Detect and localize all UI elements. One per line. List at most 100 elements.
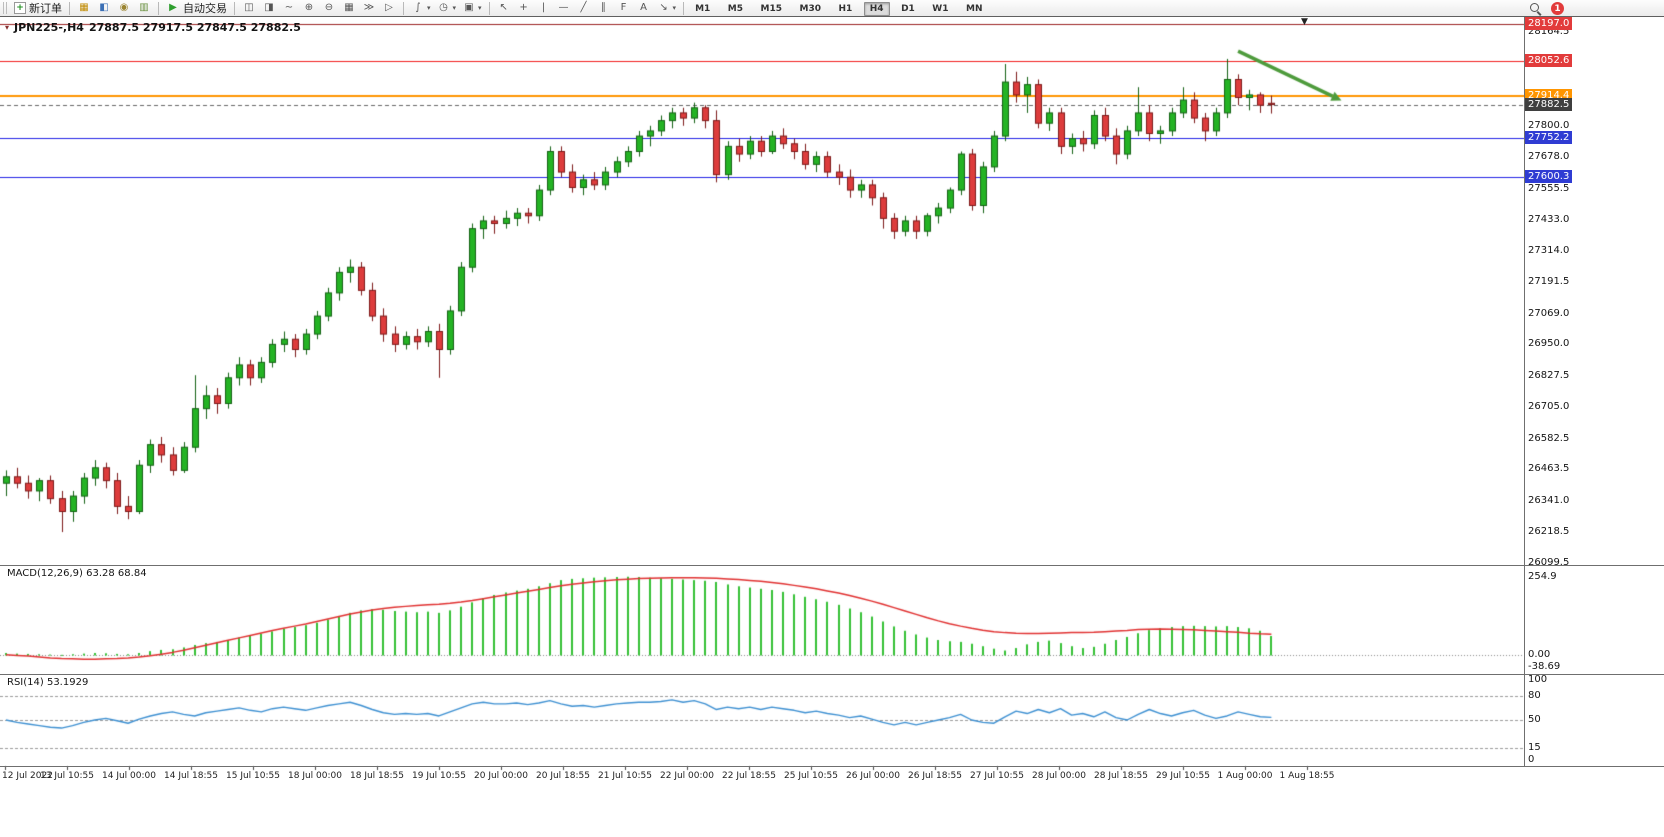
price-axis-border	[1524, 17, 1525, 766]
notification-badge[interactable]: 1	[1551, 2, 1564, 15]
arrows-tool-button[interactable]: ↘ ▾	[654, 0, 680, 16]
timeframe-button-m30[interactable]: M30	[799, 4, 821, 14]
price-axis[interactable]: 28164.528042.027919.527800.027678.027555…	[1525, 0, 1664, 792]
new-order-label: 新订单	[29, 2, 62, 15]
arrow-tool-icon: ↘	[659, 2, 668, 13]
auto-trading-label: 自动交易	[183, 2, 227, 15]
rsi-indicator-label: RSI(14) 53.1929	[7, 677, 89, 688]
timeframe-button-h4[interactable]: H4	[863, 2, 890, 16]
text-tool-button[interactable]: A	[634, 0, 654, 16]
zoom-in-button[interactable]: ⊕	[299, 0, 319, 16]
trendline-tool-button[interactable]: ╱	[574, 0, 594, 16]
horizontal-line-icon: —	[558, 2, 569, 13]
chart-shift-marker-icon[interactable]: ▼	[1301, 17, 1308, 27]
macd-panel-splitter[interactable]	[0, 565, 1664, 566]
timeframe-button-m5[interactable]: M5	[727, 4, 743, 14]
dropdown-caret-icon: ▾	[672, 4, 677, 12]
crosshair-tool-button[interactable]: +	[514, 0, 534, 16]
navigator-button[interactable]: ◉	[114, 0, 134, 16]
auto-trading-button[interactable]: ▶ 自动交易	[163, 0, 230, 16]
timeframe-button-h1[interactable]: H1	[838, 4, 853, 14]
toolbar-separator	[488, 1, 490, 15]
timeframe-button-mn[interactable]: MN	[966, 4, 983, 14]
tile-windows-button[interactable]: ▦	[339, 0, 359, 16]
toolbar-separator	[69, 1, 70, 15]
time-axis-label: 26 Jul 18:55	[908, 771, 962, 781]
rsi-scale-label: 50	[1528, 714, 1541, 725]
templates-button[interactable]: ▣ ▾	[459, 0, 485, 16]
indicators-button[interactable]: ∫ ▾	[408, 0, 434, 16]
price-axis-label: 26463.5	[1528, 463, 1570, 475]
time-axis-label: 21 Jul 10:55	[598, 771, 652, 781]
candlestick-chart-button[interactable]: ◨	[259, 0, 279, 16]
time-axis-label: 1 Aug 18:55	[1279, 771, 1335, 781]
price-axis-label: 27314.0	[1528, 244, 1570, 256]
search-icon[interactable]	[1530, 2, 1542, 15]
data-window-icon: ◧	[99, 2, 109, 13]
autoscroll-button[interactable]: ≫	[359, 0, 379, 16]
data-window-button[interactable]: ◧	[94, 0, 114, 16]
new-order-button[interactable]: + 新订单	[11, 0, 65, 16]
one-click-trading-toggle-icon[interactable]: ▾	[5, 23, 10, 32]
time-axis-label: 14 Jul 00:00	[102, 771, 156, 781]
rsi-scale-label: 0	[1528, 754, 1535, 766]
crosshair-icon: +	[519, 2, 528, 13]
autoscroll-icon: ≫	[363, 2, 375, 13]
channel-tool-button[interactable]: ∥	[594, 0, 614, 16]
time-axis-label: 20 Jul 18:55	[536, 771, 590, 781]
new-order-icon: +	[14, 2, 26, 14]
price-axis-label: 26950.0	[1528, 338, 1570, 350]
macd-scale-label: 0.00	[1528, 649, 1551, 661]
time-axis[interactable]: 12 Jul 2022 13 Jul 10:55 14 Jul 00:00 14 Ju…	[0, 767, 1524, 791]
time-axis-label: 29 Jul 10:55	[1156, 771, 1210, 781]
rsi-scale-label: 15	[1528, 742, 1541, 754]
price-axis-label: 27191.5	[1528, 276, 1570, 288]
chart-canvas[interactable]	[0, 17, 1524, 792]
periods-button[interactable]: ◷ ▾	[434, 0, 460, 16]
cursor-tool-button[interactable]: ↖	[494, 0, 514, 16]
price-axis-label: 26341.0	[1528, 494, 1570, 506]
tile-windows-icon: ▦	[344, 2, 354, 13]
time-axis-label: 12 Jul 2022	[2, 771, 53, 781]
timeframe-button-d1[interactable]: D1	[901, 4, 915, 14]
horizontal-line-tool-button[interactable]: —	[554, 0, 574, 16]
timeframe-button-m1[interactable]: M1	[695, 4, 711, 14]
vertical-line-tool-button[interactable]: |	[534, 0, 554, 16]
market-watch-button[interactable]: ▦	[74, 0, 94, 16]
time-axis-label: 18 Jul 18:55	[350, 771, 404, 781]
chart-shift-button[interactable]: ▷	[379, 0, 399, 16]
zoom-out-button[interactable]: ⊖	[319, 0, 339, 16]
timeframe-group: M1 M5 M15 M30 H1 H4 D1 W1 MN	[688, 1, 989, 16]
fibonacci-tool-button[interactable]: F	[614, 0, 634, 16]
rsi-panel-splitter[interactable]	[0, 674, 1664, 675]
price-axis-label: 27800.0	[1528, 119, 1570, 131]
time-axis-label: 14 Jul 18:55	[164, 771, 218, 781]
periods-icon: ◷	[439, 2, 448, 13]
macd-scale-label: 254.9	[1528, 570, 1557, 582]
fibonacci-icon: F	[620, 2, 627, 13]
timeframe-button-m15[interactable]: M15	[760, 4, 782, 14]
price-axis-label: 27678.0	[1528, 151, 1570, 163]
zoom-out-icon: ⊖	[324, 2, 334, 13]
price-axis-label: 26705.0	[1528, 401, 1570, 413]
macd-scale-label: -38.69	[1528, 661, 1561, 673]
toolbar-grip[interactable]	[3, 2, 7, 14]
candlestick-chart-icon: ◨	[264, 2, 274, 13]
time-axis-label: 13 Jul 10:55	[40, 771, 94, 781]
trendline-icon: ╱	[580, 2, 587, 13]
terminal-button[interactable]: ▥	[134, 0, 154, 16]
line-chart-button[interactable]: ∼	[279, 0, 299, 16]
time-axis-label: 22 Jul 18:55	[722, 771, 776, 781]
price-level-badge: 28052.6	[1525, 53, 1573, 67]
terminal-icon: ▥	[139, 2, 149, 13]
time-axis-splitter[interactable]	[0, 766, 1664, 767]
price-axis-label: 27433.0	[1528, 214, 1570, 226]
time-axis-label: 20 Jul 00:00	[474, 771, 528, 781]
time-axis-label: 25 Jul 10:55	[784, 771, 838, 781]
chart-header: ▾ JPN225-,H4 27887.5 27917.5 27847.5 278…	[5, 21, 301, 34]
bar-chart-button[interactable]: ◫	[239, 0, 259, 16]
line-chart-icon: ∼	[284, 2, 294, 13]
market-watch-icon: ▦	[79, 2, 89, 13]
timeframe-button-w1[interactable]: W1	[932, 4, 949, 14]
